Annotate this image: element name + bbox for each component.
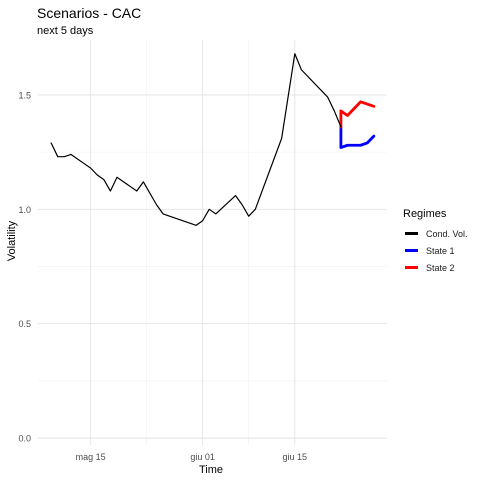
- x-tick-label: giu 15: [283, 452, 308, 462]
- legend-label-state-1: State 1: [426, 245, 455, 256]
- legend-swatch-state-2: [405, 266, 418, 269]
- y-axis-label: Volatility: [6, 220, 18, 261]
- series-layer: [50, 53, 376, 226]
- series-line-state-2: [339, 100, 376, 129]
- legend: Regimes Cond. Vol. State 1 State 2: [403, 208, 479, 276]
- legend-swatch-cond-vol: [405, 232, 418, 235]
- legend-key-state-1: [403, 242, 420, 259]
- legend-item-state-1: State 1: [403, 242, 479, 259]
- x-tick-label: mag 15: [76, 452, 106, 462]
- legend-key-cond-vol: [403, 225, 420, 242]
- chart-subtitle: next 5 days: [37, 25, 94, 37]
- legend-key-state-2: [403, 259, 420, 276]
- y-tick-label: 1.0: [18, 205, 31, 215]
- series-line-cond-vol: [50, 53, 342, 226]
- grid-major: [38, 40, 387, 445]
- y-tick-labels: 0.0 0.5 1.0 1.5: [18, 90, 31, 443]
- legend-swatch-state-1: [405, 249, 418, 252]
- series-line-state-1: [339, 125, 376, 149]
- legend-title: Regimes: [403, 208, 447, 220]
- x-tick-labels: mag 15 giu 01 giu 15: [76, 452, 307, 462]
- x-tick-label: giu 01: [190, 452, 215, 462]
- chart-title: Scenarios - CAC: [37, 5, 142, 21]
- y-tick-label: 0.5: [18, 319, 31, 329]
- legend-label-cond-vol: Cond. Vol.: [426, 228, 468, 239]
- grid-minor: [38, 40, 387, 445]
- y-tick-label: 0.0: [18, 434, 31, 444]
- legend-label-state-2: State 2: [426, 262, 455, 273]
- legend-item-state-2: State 2: [403, 259, 479, 276]
- x-axis-label: Time: [199, 464, 223, 476]
- legend-item-cond-vol: Cond. Vol.: [403, 225, 479, 242]
- y-tick-label: 1.5: [18, 90, 31, 100]
